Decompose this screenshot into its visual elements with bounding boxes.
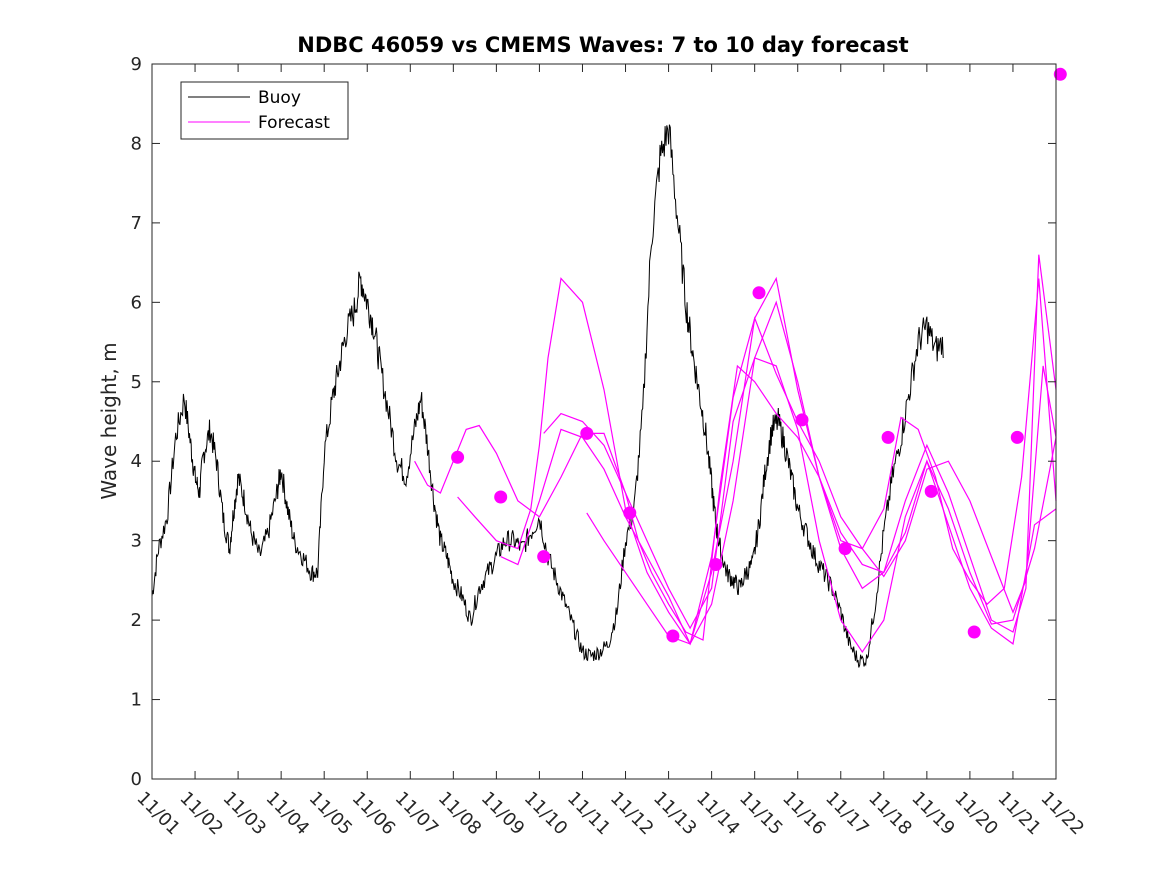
forecast-start-marker <box>494 490 508 504</box>
chart-title: NDBC 46059 vs CMEMS Waves: 7 to 10 day f… <box>297 33 908 57</box>
forecast-start-marker <box>580 426 594 440</box>
forecast-start-marker <box>881 430 895 444</box>
x-tick-label: 11/16 <box>778 788 830 840</box>
forecast-start-marker <box>967 625 981 639</box>
x-tick-label: 11/07 <box>391 788 443 840</box>
y-tick-label: 7 <box>131 213 142 234</box>
legend: Buoy Forecast <box>180 81 349 140</box>
forecast-series-line-5 <box>586 276 1057 645</box>
forecast-start-marker <box>1010 430 1024 444</box>
x-tick-label: 11/13 <box>649 788 701 840</box>
y-tick-label: 9 <box>131 54 142 75</box>
x-tick-label: 11/04 <box>262 788 314 840</box>
x-tick-label: 11/08 <box>434 788 486 840</box>
forecast-start-marker <box>838 542 852 556</box>
legend-box <box>180 81 349 140</box>
x-tick-label: 11/17 <box>821 788 873 840</box>
forecast-start-marker <box>623 506 637 520</box>
y-tick-label: 2 <box>131 610 142 631</box>
y-tick-label: 5 <box>131 372 142 393</box>
x-tick-label: 11/19 <box>907 788 959 840</box>
forecast-start-marker <box>795 413 809 427</box>
legend-buoy-label: Buoy <box>258 88 301 108</box>
x-tick-label: 11/21 <box>993 788 1045 840</box>
y-tick-label: 8 <box>131 133 142 154</box>
y-tick-label: 0 <box>131 769 142 790</box>
forecast-start-marker <box>1053 67 1067 81</box>
forecast-series-line-2 <box>457 277 1057 646</box>
x-tick-label: 11/18 <box>864 788 916 840</box>
legend-forecast-label: Forecast <box>258 113 330 133</box>
plot-area <box>152 64 1056 779</box>
forecast-series-line-3 <box>500 254 1057 646</box>
y-tick-label: 4 <box>131 451 142 472</box>
forecast-series-line-4 <box>543 357 1057 653</box>
x-tick-label: 11/10 <box>520 788 572 840</box>
forecast-start-marker <box>666 629 680 643</box>
x-tick-label: 11/14 <box>692 788 744 840</box>
forecast-series-line-1 <box>414 278 1057 641</box>
x-tick-label: 11/20 <box>950 788 1002 840</box>
forecast-start-marker <box>709 558 723 571</box>
x-tick-label: 11/22 <box>1036 788 1088 840</box>
x-tick-label: 11/03 <box>219 788 271 840</box>
buoy-series-line <box>151 124 944 668</box>
axes-frame <box>151 63 1057 780</box>
y-tick-label: 1 <box>131 690 142 711</box>
x-tick-label: 11/11 <box>563 788 615 840</box>
forecast-start-marker <box>537 550 551 564</box>
y-tick-label: 6 <box>131 292 142 313</box>
x-tick-label: 11/02 <box>176 788 228 840</box>
forecast-start-marker <box>924 484 938 498</box>
y-tick-label: 3 <box>131 531 142 552</box>
y-axis-label: Wave height, m <box>97 342 121 499</box>
x-tick-label: 11/12 <box>606 788 658 840</box>
x-tick-label: 11/01 <box>132 788 184 840</box>
forecast-start-marker <box>752 286 766 300</box>
x-tick-label: 11/09 <box>477 788 529 840</box>
x-tick-label: 11/05 <box>305 788 357 840</box>
x-tick-label: 11/06 <box>348 788 400 840</box>
forecast-start-marker <box>451 450 465 464</box>
x-tick-label: 11/15 <box>735 788 787 840</box>
